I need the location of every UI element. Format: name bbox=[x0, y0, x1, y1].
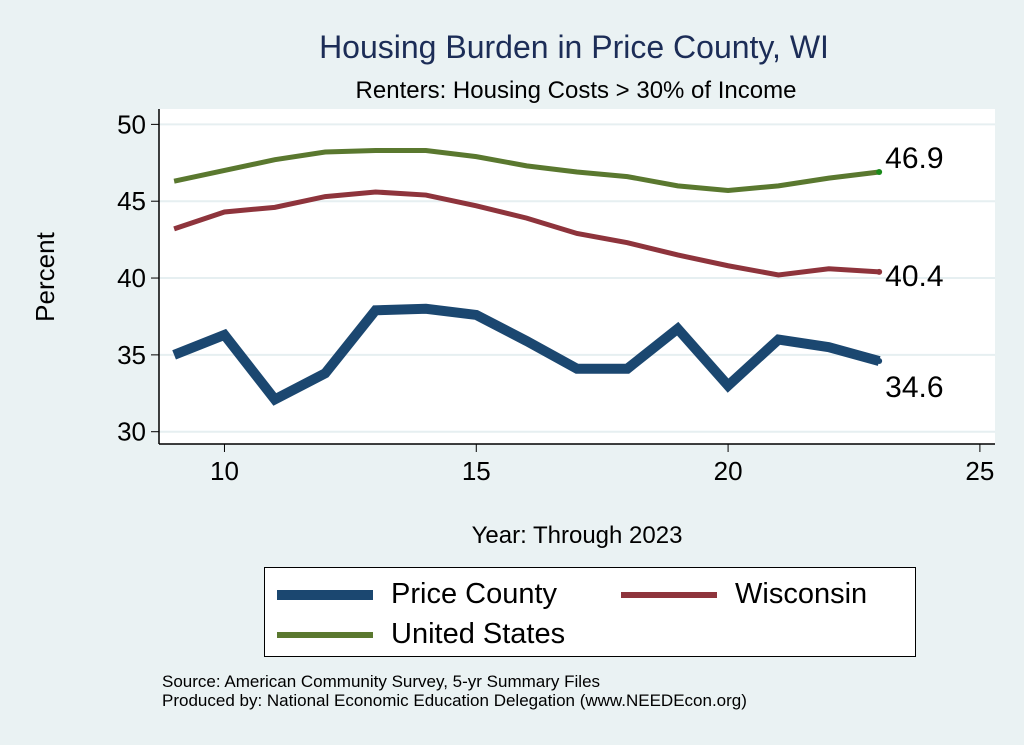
x-tick-label: 25 bbox=[965, 456, 994, 486]
y-tick-label: 30 bbox=[117, 417, 146, 447]
x-axis-ticks: 10 15 20 25 bbox=[210, 444, 994, 486]
chart-subtitle: Renters: Housing Costs > 30% of Income bbox=[356, 77, 797, 104]
x-axis-label: Year: Through 2023 bbox=[472, 522, 683, 549]
line-chart: Housing Burden in Price County, WI Rente… bbox=[30, 29, 995, 549]
series-line-united-states bbox=[173, 147, 880, 193]
y-tick-label: 45 bbox=[117, 186, 146, 216]
x-tick-label: 20 bbox=[714, 456, 743, 486]
footer: Source: American Community Survey, 5-yr … bbox=[162, 672, 747, 710]
legend-label: United States bbox=[391, 618, 566, 650]
chart-title: Housing Burden in Price County, WI bbox=[319, 29, 829, 65]
end-label: 40.4 bbox=[885, 260, 943, 293]
legend-swatch bbox=[621, 591, 717, 598]
x-tick-label: 15 bbox=[462, 456, 491, 486]
y-tick-label: 35 bbox=[117, 340, 146, 370]
legend-label: Wisconsin bbox=[735, 578, 868, 610]
end-labels: 46.9 40.4 34.6 bbox=[885, 142, 943, 404]
series-line-price-county bbox=[172, 303, 881, 406]
y-axis-label: Percent bbox=[30, 231, 60, 321]
end-point-marker bbox=[876, 268, 883, 275]
legend-item-united-states: United States bbox=[277, 618, 565, 651]
legend-item-wisconsin: Wisconsin bbox=[621, 578, 867, 611]
source-note: Source: American Community Survey, 5-yr … bbox=[162, 672, 601, 691]
legend-label: Price County bbox=[391, 578, 558, 610]
series-lines bbox=[172, 147, 883, 406]
x-tick-label: 10 bbox=[210, 456, 239, 486]
legend-swatch bbox=[277, 589, 373, 600]
axes bbox=[158, 109, 995, 445]
legend-item-price-county: Price County bbox=[277, 578, 557, 611]
legend-swatch bbox=[277, 631, 373, 638]
y-tick-label: 50 bbox=[117, 109, 146, 139]
end-label: 34.6 bbox=[885, 371, 943, 404]
produced-by-note: Produced by: National Economic Education… bbox=[162, 691, 747, 710]
end-point-marker bbox=[876, 169, 883, 176]
end-label: 46.9 bbox=[885, 142, 943, 175]
y-tick-label: 40 bbox=[117, 263, 146, 293]
legend: Price County Wisconsin United States bbox=[264, 567, 916, 657]
end-point-marker bbox=[876, 358, 883, 365]
series-line-wisconsin bbox=[173, 189, 880, 278]
y-axis-ticks: 30 35 40 45 50 bbox=[117, 109, 159, 447]
